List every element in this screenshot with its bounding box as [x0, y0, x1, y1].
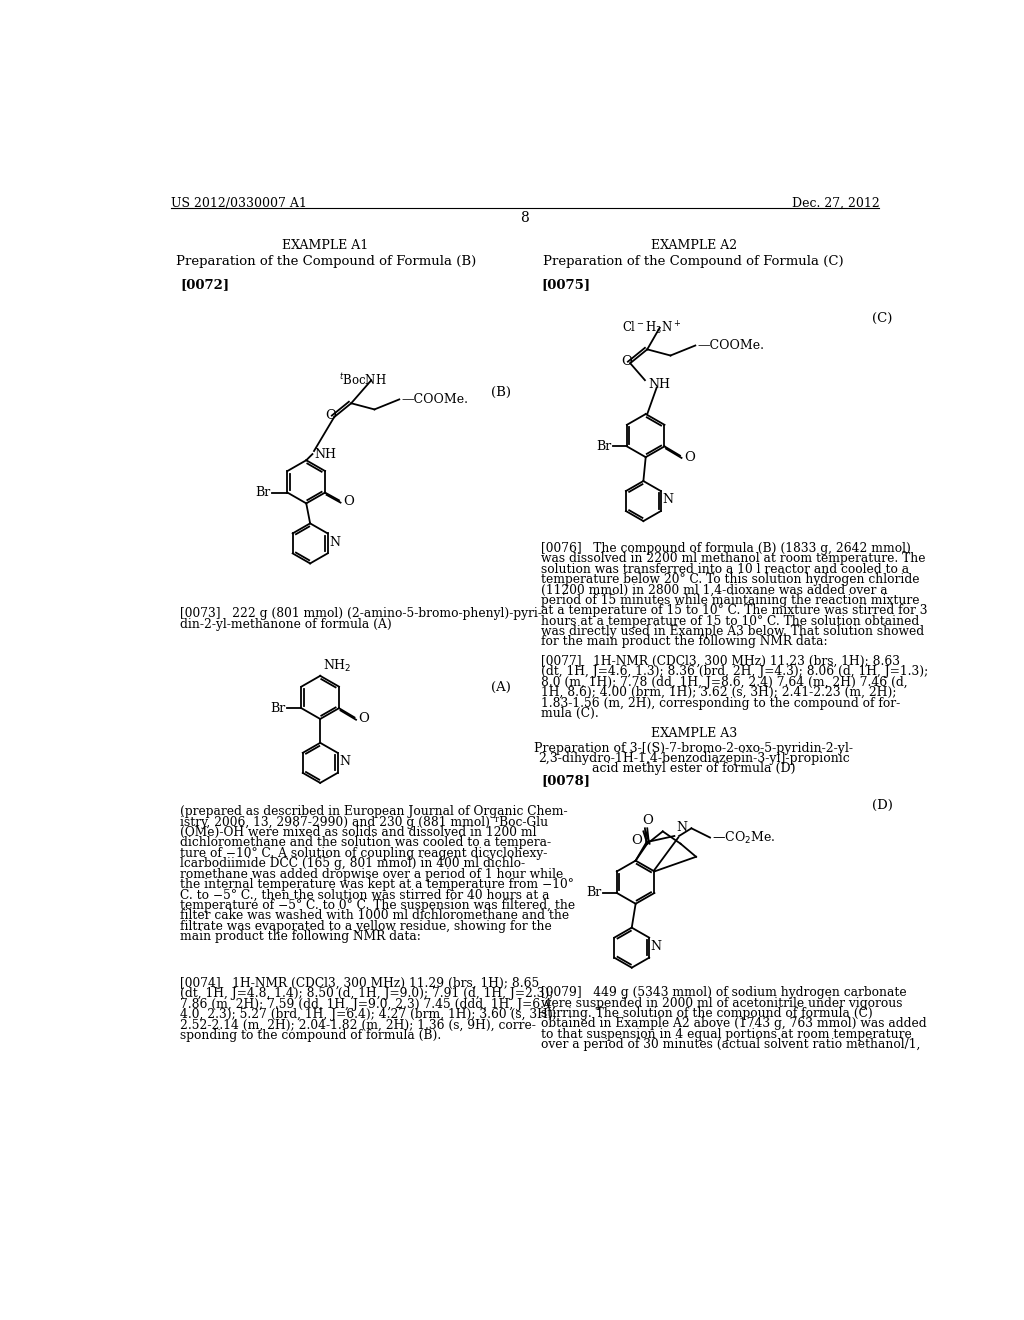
- Text: EXAMPLE A3: EXAMPLE A3: [650, 726, 737, 739]
- Text: stirring. The solution of the compound of formula (C): stirring. The solution of the compound o…: [541, 1007, 872, 1020]
- Text: —COOMe.: —COOMe.: [401, 393, 469, 407]
- Text: main product the following NMR data:: main product the following NMR data:: [180, 929, 421, 942]
- Text: (11200 mmol) in 2800 ml 1,4-dioxane was added over a: (11200 mmol) in 2800 ml 1,4-dioxane was …: [541, 583, 888, 597]
- Text: O: O: [684, 450, 694, 463]
- Text: O: O: [343, 495, 353, 508]
- Text: $^t$BocNH: $^t$BocNH: [339, 372, 387, 388]
- Text: din-2-yl-methanone of formula (A): din-2-yl-methanone of formula (A): [180, 618, 391, 631]
- Text: acid methyl ester of formula (D): acid methyl ester of formula (D): [592, 762, 796, 775]
- Text: 8: 8: [520, 211, 529, 224]
- Text: filter cake was washed with 1000 ml dichloromethane and the: filter cake was washed with 1000 ml dich…: [180, 909, 569, 923]
- Text: 2,3-dihydro-1H-1,4-benzodiazepin-3-yl]-propionic: 2,3-dihydro-1H-1,4-benzodiazepin-3-yl]-p…: [538, 752, 850, 766]
- Text: O: O: [358, 713, 370, 726]
- Text: C. to −5° C., then the solution was stirred for 40 hours at a: C. to −5° C., then the solution was stir…: [180, 888, 550, 902]
- Text: [0076]   The compound of formula (B) (1833 g, 2642 mmol): [0076] The compound of formula (B) (1833…: [541, 543, 911, 554]
- Text: (dt, 1H, J=4.8, 1.4); 8.50 (d, 1H, J=9.0); 7.91 (d, 1H, J=2.3);: (dt, 1H, J=4.8, 1.4); 8.50 (d, 1H, J=9.0…: [180, 987, 553, 1001]
- Text: EXAMPLE A1: EXAMPLE A1: [283, 239, 369, 252]
- Text: Preparation of the Compound of Formula (B): Preparation of the Compound of Formula (…: [175, 255, 476, 268]
- Text: 8.0 (m, 1H); 7.78 (dd, 1H, J=8.6, 2.4) 7.64 (m, 2H) 7.46 (d,: 8.0 (m, 1H); 7.78 (dd, 1H, J=8.6, 2.4) 7…: [541, 676, 907, 689]
- Text: (B): (B): [490, 385, 511, 399]
- Text: 7.86 (m, 2H); 7.59 (dd, 1H, J=9.0, 2.3) 7.45 (ddd, 1H, J=6.4,: 7.86 (m, 2H); 7.59 (dd, 1H, J=9.0, 2.3) …: [180, 998, 556, 1011]
- Text: over a period of 30 minutes (actual solvent ratio methanol/1,: over a period of 30 minutes (actual solv…: [541, 1038, 921, 1051]
- Text: 1H, 8.6); 4.00 (brm, 1H); 3.62 (s, 3H); 2.41-2.23 (m, 2H);: 1H, 8.6); 4.00 (brm, 1H); 3.62 (s, 3H); …: [541, 686, 897, 700]
- Text: the internal temperature was kept at a temperature from −10°: the internal temperature was kept at a t…: [180, 878, 573, 891]
- Text: [0078]: [0078]: [541, 775, 590, 788]
- Text: solution was transferred into a 10 l reactor and cooled to a: solution was transferred into a 10 l rea…: [541, 562, 909, 576]
- Text: Br: Br: [255, 486, 270, 499]
- Text: at a temperature of 15 to 10° C. The mixture was stirred for 3: at a temperature of 15 to 10° C. The mix…: [541, 605, 928, 618]
- Text: 1.83-1.56 (m, 2H), corresponding to the compound of for-: 1.83-1.56 (m, 2H), corresponding to the …: [541, 697, 900, 710]
- Text: temperature of −5° C. to 0° C. The suspension was filtered, the: temperature of −5° C. to 0° C. The suspe…: [180, 899, 575, 912]
- Text: Dec. 27, 2012: Dec. 27, 2012: [792, 197, 880, 210]
- Text: (A): (A): [490, 681, 511, 693]
- Text: N: N: [676, 821, 687, 834]
- Text: obtained in Example A2 above (1743 g, 763 mmol) was added: obtained in Example A2 above (1743 g, 76…: [541, 1018, 927, 1031]
- Text: [0075]: [0075]: [541, 277, 590, 290]
- Text: NH$_2$: NH$_2$: [323, 659, 351, 675]
- Text: —CO$_2$Me.: —CO$_2$Me.: [713, 829, 775, 846]
- Text: istry, 2006, 13, 2987-2990) and 230 g (881 mmol) ᵀBoc-Glu: istry, 2006, 13, 2987-2990) and 230 g (8…: [180, 816, 548, 829]
- Text: (prepared as described in European Journal of Organic Chem-: (prepared as described in European Journ…: [180, 805, 567, 818]
- Text: US 2012/0330007 A1: US 2012/0330007 A1: [171, 197, 306, 210]
- Text: dichloromethane and the solution was cooled to a tempera-: dichloromethane and the solution was coo…: [180, 837, 551, 849]
- Text: Br: Br: [596, 440, 611, 453]
- Text: NH: NH: [314, 447, 336, 461]
- Text: [0072]: [0072]: [180, 277, 229, 290]
- Text: [0079]   449 g (5343 mmol) of sodium hydrogen carbonate: [0079] 449 g (5343 mmol) of sodium hydro…: [541, 986, 906, 999]
- Text: N: N: [663, 494, 674, 507]
- Text: N: N: [329, 536, 340, 549]
- Text: O: O: [621, 355, 632, 368]
- Text: Br: Br: [586, 887, 601, 899]
- Text: O: O: [643, 813, 653, 826]
- Text: for the main product the following NMR data:: for the main product the following NMR d…: [541, 635, 827, 648]
- Text: (D): (D): [872, 799, 893, 812]
- Text: [0077]   1H-NMR (CDCl3, 300 MHz) 11.23 (brs, 1H); 8.63: [0077] 1H-NMR (CDCl3, 300 MHz) 11.23 (br…: [541, 655, 900, 668]
- Text: to that suspension in 4 equal portions at room temperature: to that suspension in 4 equal portions a…: [541, 1028, 911, 1040]
- Text: O: O: [325, 409, 336, 422]
- Text: N: N: [650, 940, 662, 953]
- Text: Preparation of 3-[(S)-7-bromo-2-oxo-5-pyridin-2-yl-: Preparation of 3-[(S)-7-bromo-2-oxo-5-py…: [535, 742, 853, 755]
- Text: [0074]   1H-NMR (CDCl3, 300 MHz) 11.29 (brs, 1H); 8.65: [0074] 1H-NMR (CDCl3, 300 MHz) 11.29 (br…: [180, 977, 540, 990]
- Text: (dt, 1H, J=4.6, 1.3); 8.36 (brd, 2H, J=4.3); 8.06 (d, 1H, J=1.3);: (dt, 1H, J=4.6, 1.3); 8.36 (brd, 2H, J=4…: [541, 665, 929, 678]
- Text: [0073]   222 g (801 mmol) (2-amino-5-bromo-phenyl)-pyri-: [0073] 222 g (801 mmol) (2-amino-5-bromo…: [180, 607, 542, 620]
- Text: Br: Br: [270, 702, 286, 714]
- Text: sponding to the compound of formula (B).: sponding to the compound of formula (B).: [180, 1028, 441, 1041]
- Text: was dissolved in 2200 ml methanol at room temperature. The: was dissolved in 2200 ml methanol at roo…: [541, 552, 926, 565]
- Text: period of 15 minutes while maintaining the reaction mixture: period of 15 minutes while maintaining t…: [541, 594, 920, 607]
- Text: Cl$^-$H$_3$N$^+$: Cl$^-$H$_3$N$^+$: [623, 319, 682, 337]
- Text: filtrate was evaporated to a yellow residue, showing for the: filtrate was evaporated to a yellow resi…: [180, 920, 552, 932]
- Text: O: O: [631, 834, 642, 846]
- Text: mula (C).: mula (C).: [541, 708, 599, 719]
- Text: temperature below 20° C. To this solution hydrogen chloride: temperature below 20° C. To this solutio…: [541, 573, 920, 586]
- Text: lcarbodiimide DCC (165 g, 801 mmol) in 400 ml dichlo-: lcarbodiimide DCC (165 g, 801 mmol) in 4…: [180, 857, 525, 870]
- Text: were suspended in 2000 ml of acetonitrile under vigorous: were suspended in 2000 ml of acetonitril…: [541, 997, 902, 1010]
- Text: was directly used in Example A3 below. That solution showed: was directly used in Example A3 below. T…: [541, 626, 925, 638]
- Text: (OMe)-OH were mixed as solids and dissolved in 1200 ml: (OMe)-OH were mixed as solids and dissol…: [180, 826, 537, 840]
- Text: NH: NH: [649, 378, 671, 391]
- Text: Preparation of the Compound of Formula (C): Preparation of the Compound of Formula (…: [544, 255, 844, 268]
- Text: hours at a temperature of 15 to 10° C. The solution obtained: hours at a temperature of 15 to 10° C. T…: [541, 615, 920, 627]
- Text: —COOMe.: —COOMe.: [697, 339, 765, 352]
- Text: (C): (C): [872, 313, 892, 326]
- Text: 4.0, 2.3); 5.27 (brd, 1H, J=6.4); 4.27 (brm, 1H); 3.60 (s, 3H);: 4.0, 2.3); 5.27 (brd, 1H, J=6.4); 4.27 (…: [180, 1008, 557, 1022]
- Text: 2.52-2.14 (m, 2H); 2.04-1.82 (m, 2H); 1.36 (s, 9H), corre-: 2.52-2.14 (m, 2H); 2.04-1.82 (m, 2H); 1.…: [180, 1019, 536, 1031]
- Text: ture of −10° C. A solution of coupling reagent dicyclohexy-: ture of −10° C. A solution of coupling r…: [180, 847, 547, 859]
- Text: romethane was added dropwise over a period of 1 hour while: romethane was added dropwise over a peri…: [180, 867, 563, 880]
- Text: EXAMPLE A2: EXAMPLE A2: [650, 239, 737, 252]
- Text: N: N: [339, 755, 350, 768]
